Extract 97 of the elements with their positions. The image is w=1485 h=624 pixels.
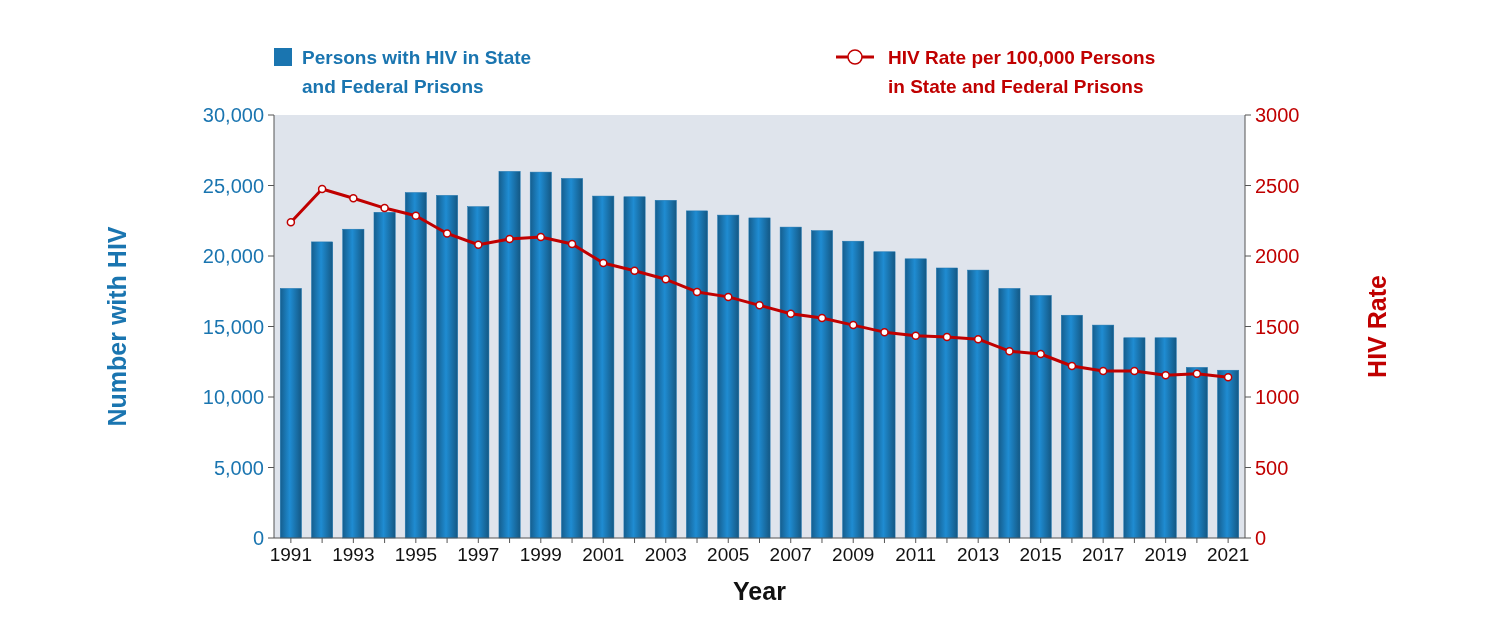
bar <box>654 200 677 539</box>
point <box>1192 369 1202 378</box>
x-tick-label: 1993 <box>332 544 375 565</box>
y-tick-label: 5,000 <box>213 456 264 479</box>
bar <box>280 288 302 539</box>
bar <box>529 171 552 539</box>
bar <box>1186 367 1208 539</box>
bar <box>1123 337 1146 539</box>
bar <box>936 267 958 539</box>
y-axis-title: Number with HIV <box>103 226 131 427</box>
y-tick-label: 0 <box>252 527 264 549</box>
y-tick-label: 10,000 <box>202 386 264 408</box>
bar <box>717 214 740 539</box>
point <box>411 211 421 221</box>
point <box>880 327 889 337</box>
y2-tick-label: 1000 <box>1255 386 1300 408</box>
x-tick-label: 2001 <box>582 544 625 565</box>
x-tick-label: 2015 <box>1019 544 1062 565</box>
bar <box>873 251 896 539</box>
y-tick-label: 30,000 <box>202 104 264 126</box>
bar <box>842 240 865 539</box>
x-tick-label: 1991 <box>269 544 313 565</box>
y2-tick-label: 1500 <box>1255 315 1300 338</box>
bar <box>1061 314 1083 539</box>
x-tick-label: 2019 <box>1144 544 1187 565</box>
bar <box>748 217 771 539</box>
point <box>1067 361 1077 371</box>
point <box>786 309 795 319</box>
x-tick-label: 2005 <box>707 544 750 565</box>
x-tick-label: 2009 <box>832 544 875 565</box>
x-tick-label: 1997 <box>457 544 500 565</box>
bar <box>1154 337 1177 539</box>
x-tick-label: 2021 <box>1206 544 1250 565</box>
point <box>630 266 639 276</box>
point <box>505 234 514 244</box>
point <box>286 217 296 227</box>
bar <box>1092 324 1115 539</box>
bar <box>779 226 802 539</box>
bar <box>311 241 333 539</box>
y-tick-label: 15,000 <box>202 315 264 338</box>
bar <box>967 269 990 539</box>
bar <box>592 195 615 539</box>
bar <box>998 288 1021 539</box>
bar <box>811 230 833 539</box>
y-tick-label: 25,000 <box>202 174 264 197</box>
bar <box>1217 369 1239 539</box>
x-tick-label: 1995 <box>394 544 437 565</box>
point <box>1223 373 1233 382</box>
x-axis-title: Year <box>733 577 787 605</box>
y2-tick-label: 0 <box>1255 527 1267 549</box>
point <box>1036 349 1045 359</box>
y2-axis-title: HIV Rate <box>1363 275 1391 378</box>
x-tick-label: 2003 <box>644 544 687 565</box>
point <box>755 301 764 310</box>
point <box>317 184 327 194</box>
bar <box>561 178 583 539</box>
point <box>1005 346 1014 356</box>
y2-tick-label: 3000 <box>1255 104 1300 126</box>
point <box>599 258 608 268</box>
x-tick-label: 2013 <box>957 544 1000 565</box>
bar <box>1029 295 1052 539</box>
x-tick-label: 2007 <box>769 544 812 565</box>
bar <box>436 195 458 539</box>
point <box>848 320 858 330</box>
point <box>380 203 389 213</box>
point <box>942 332 952 342</box>
y2-tick-label: 500 <box>1255 456 1289 479</box>
y-tick-label: 20,000 <box>202 245 264 267</box>
point <box>724 292 733 302</box>
point <box>536 232 546 242</box>
point <box>692 287 702 297</box>
bar <box>373 212 396 539</box>
x-tick-label: 2017 <box>1082 544 1125 565</box>
point <box>661 275 671 284</box>
point <box>474 240 483 249</box>
x-tick-label: 2011 <box>895 544 937 565</box>
legend-label: HIV Rate per 100,000 Persons in State and Federal Prisons <box>888 47 1156 97</box>
point <box>973 334 983 344</box>
bar <box>686 210 708 539</box>
bar <box>342 228 365 539</box>
point <box>1098 366 1108 376</box>
point <box>817 313 827 323</box>
x-tick-label: 1999 <box>519 544 562 565</box>
bar <box>623 196 646 539</box>
point <box>911 331 920 340</box>
point <box>1161 370 1170 380</box>
bar <box>404 192 427 539</box>
legend-label: Persons with HIV in State and Federal Prisons <box>302 47 532 97</box>
y2-tick-label: 2500 <box>1255 174 1300 197</box>
y2-tick-label: 2000 <box>1255 245 1300 267</box>
point <box>442 229 452 238</box>
bar <box>904 258 927 539</box>
point <box>1130 366 1139 376</box>
bar <box>498 171 521 539</box>
point <box>349 193 358 203</box>
bar <box>467 206 490 539</box>
point <box>567 239 577 249</box>
